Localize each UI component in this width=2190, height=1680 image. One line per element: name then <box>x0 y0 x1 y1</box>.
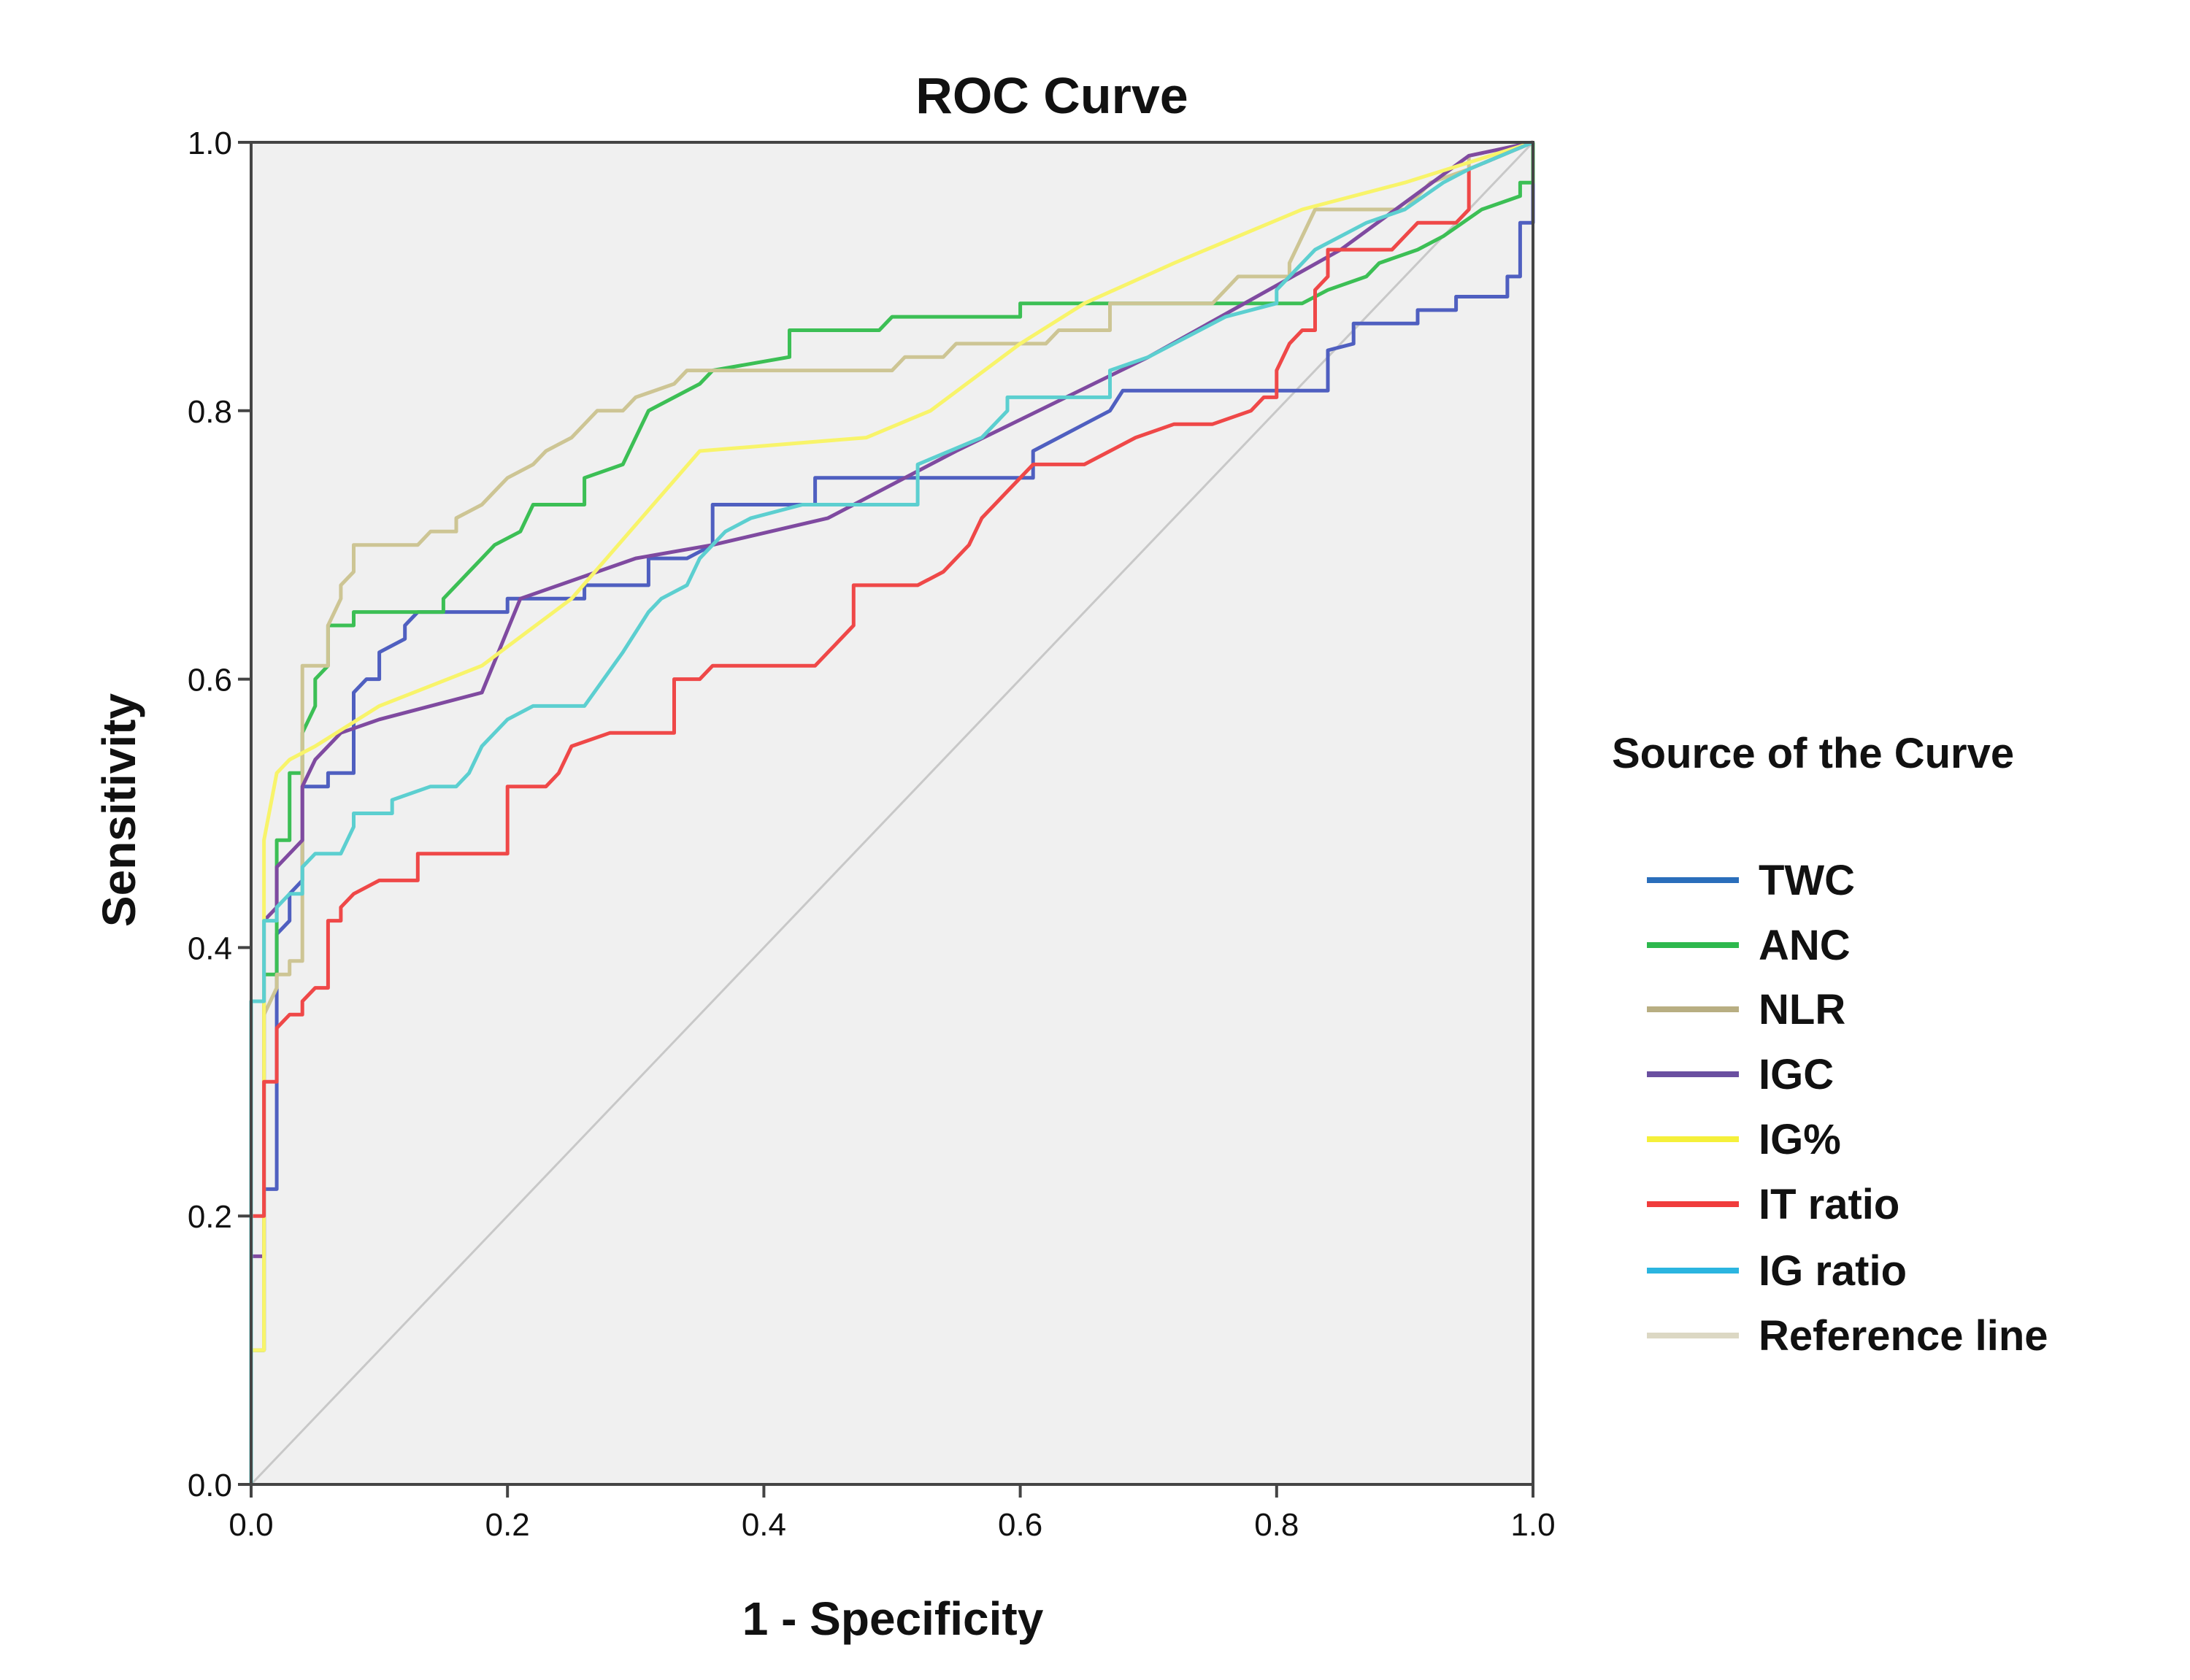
legend: TWC ANC NLR IGC IG% IT ratio IG ratio Reference… <box>1647 857 2048 1360</box>
y-tick-label: 1.0 <box>188 126 232 161</box>
x-axis-label: 1 - Specificity <box>742 1592 1044 1645</box>
x-tick-label: 0.0 <box>228 1507 273 1543</box>
legend-label: IT ratio <box>1759 1181 1899 1228</box>
legend-label: TWC <box>1759 857 1855 904</box>
y-tick-label: 0.8 <box>188 394 232 430</box>
y-tick-label: 0.2 <box>188 1199 232 1235</box>
series-line-nlr <box>249 140 1534 1484</box>
legend-label: NLR <box>1759 986 1845 1033</box>
x-tick-label: 0.2 <box>485 1507 530 1543</box>
plot-frame <box>250 141 1534 1486</box>
legend-label: ANC <box>1759 922 1851 969</box>
x-tick-label: 0.8 <box>1254 1507 1299 1543</box>
x-tick-label: 0.6 <box>998 1507 1042 1543</box>
legend-label: IG ratio <box>1759 1247 1907 1295</box>
y-tick-label: 0.4 <box>188 930 232 966</box>
series-layer <box>249 140 1535 1486</box>
series-line-igc <box>249 140 1534 1484</box>
series-line-ig-ratio <box>249 140 1534 1484</box>
legend-label: Reference line <box>1759 1312 2048 1360</box>
x-tick-label: 1.0 <box>1510 1507 1555 1543</box>
x-tick-label: 0.4 <box>742 1507 786 1543</box>
chart-title: ROC Curve <box>915 67 1188 124</box>
legend-label: IGC <box>1759 1051 1834 1098</box>
legend-label: IG% <box>1759 1116 1841 1163</box>
legend-title: Source of the Curve <box>1612 730 2014 777</box>
y-axis-label: Sensitivity <box>93 693 145 928</box>
series-line-ig-pct <box>249 140 1534 1484</box>
y-tick-label: 0.0 <box>188 1468 232 1503</box>
ticks: 0.0 0.2 0.4 0.6 0.8 1.0 0.0 0.2 0.4 0.6 0.8 1.0 <box>188 126 1556 1543</box>
series-line-it-ratio <box>249 140 1534 1484</box>
series-line-reference-line <box>250 141 1534 1486</box>
y-tick-label: 0.6 <box>188 663 232 698</box>
